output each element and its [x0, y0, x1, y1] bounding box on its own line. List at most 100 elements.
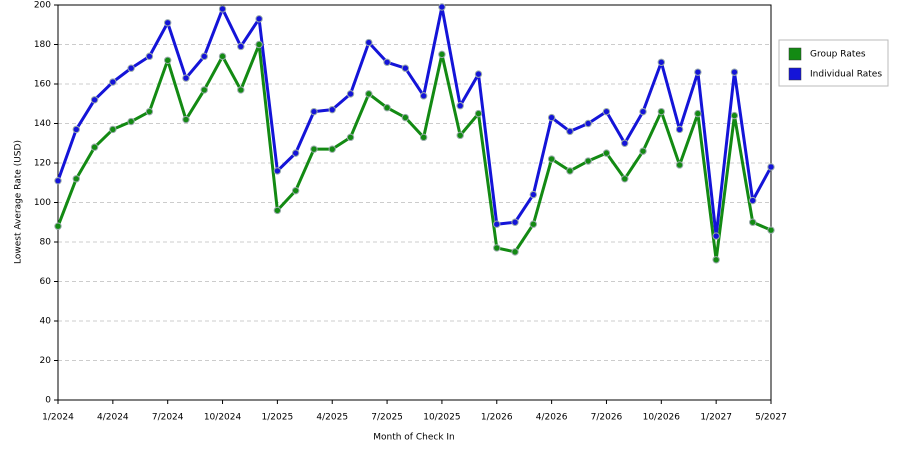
- data-point: [109, 78, 117, 86]
- y-tick-label: 180: [34, 40, 51, 50]
- data-point: [694, 68, 702, 76]
- data-point: [328, 105, 336, 114]
- data-point: [365, 38, 373, 47]
- data-point: [529, 190, 538, 199]
- data-point: [474, 109, 483, 118]
- data-point: [90, 96, 99, 104]
- data-point: [419, 92, 428, 100]
- data-point: [456, 102, 464, 110]
- x-tick-label: 1/2026: [481, 413, 513, 423]
- data-point: [547, 113, 556, 122]
- data-point: [566, 167, 574, 175]
- data-point: [346, 133, 355, 142]
- x-tick-label: 1/2027: [700, 413, 732, 423]
- y-tick-label: 0: [45, 396, 51, 406]
- x-tick-label: 5/2027: [755, 413, 787, 423]
- data-point: [273, 206, 282, 215]
- data-point: [72, 175, 80, 183]
- y-tick-label: 80: [40, 238, 52, 248]
- data-point: [291, 149, 300, 157]
- data-point: [675, 125, 684, 134]
- data-point: [163, 19, 172, 27]
- data-point: [566, 127, 574, 136]
- data-point: [291, 186, 300, 195]
- data-point: [602, 107, 611, 116]
- y-tick-label: 60: [40, 277, 52, 287]
- data-point: [328, 145, 336, 153]
- data-point: [127, 64, 135, 72]
- y-tick-label: 200: [34, 1, 51, 11]
- data-point: [438, 3, 446, 11]
- data-point: [200, 86, 208, 94]
- data-point: [493, 244, 501, 252]
- data-point: [109, 125, 117, 134]
- data-point: [639, 147, 647, 155]
- x-tick-label: 1/2024: [42, 413, 74, 423]
- x-tick-label: 10/2024: [204, 413, 242, 423]
- y-tick-label: 140: [34, 119, 51, 129]
- data-point: [237, 86, 245, 94]
- legend-swatch: [788, 47, 802, 61]
- data-point: [657, 107, 666, 116]
- data-point: [200, 52, 208, 61]
- data-point: [639, 107, 647, 116]
- data-point: [584, 119, 592, 128]
- data-point: [237, 42, 245, 51]
- data-point: [657, 58, 666, 66]
- data-point: [712, 232, 720, 240]
- data-point: [383, 58, 391, 66]
- data-point: [218, 5, 227, 13]
- data-point: [584, 157, 592, 165]
- data-point: [182, 115, 190, 124]
- data-point: [749, 218, 757, 226]
- data-point: [547, 155, 556, 163]
- y-tick-label: 160: [34, 80, 51, 90]
- data-point: [127, 117, 135, 126]
- data-point: [621, 175, 629, 183]
- x-axis-label: Month of Check In: [373, 433, 455, 443]
- data-point: [255, 15, 263, 23]
- data-point: [767, 163, 775, 171]
- series-line: [56, 5, 773, 238]
- x-tick-label: 4/2025: [316, 413, 348, 423]
- data-point: [145, 107, 154, 116]
- data-point: [346, 90, 355, 98]
- data-point: [365, 90, 373, 98]
- y-tick-label: 40: [40, 317, 52, 327]
- x-tick-label: 7/2026: [591, 413, 623, 423]
- data-point: [182, 74, 190, 82]
- data-point: [456, 131, 464, 140]
- data-point: [72, 125, 80, 134]
- data-point: [145, 52, 154, 61]
- x-tick-label: 10/2026: [643, 413, 681, 423]
- y-tick-label: 100: [34, 198, 51, 208]
- x-tick-label: 7/2024: [152, 413, 184, 423]
- data-point: [712, 256, 720, 264]
- data-point: [749, 196, 757, 205]
- data-point: [767, 226, 775, 234]
- legend-swatch: [788, 67, 802, 81]
- data-point: [401, 64, 410, 72]
- data-point: [54, 177, 62, 185]
- data-point: [419, 133, 428, 142]
- series-line: [56, 43, 772, 262]
- data-point: [255, 40, 263, 49]
- data-point: [602, 149, 611, 157]
- y-tick-label: 120: [34, 159, 51, 169]
- data-point: [730, 68, 739, 76]
- data-point: [438, 50, 446, 59]
- data-point: [401, 113, 410, 122]
- data-point: [529, 220, 538, 228]
- data-point: [383, 104, 391, 112]
- data-point: [90, 143, 99, 151]
- data-point: [493, 220, 501, 228]
- x-tick-label: 1/2025: [262, 413, 294, 423]
- x-tick-label: 4/2024: [97, 413, 129, 423]
- x-tick-label: 4/2026: [536, 413, 568, 423]
- data-point: [511, 248, 519, 256]
- data-point: [310, 145, 318, 153]
- legend-label: Individual Rates: [810, 70, 882, 80]
- legend-label: Group Rates: [810, 50, 866, 60]
- x-tick-label: 10/2025: [423, 413, 460, 423]
